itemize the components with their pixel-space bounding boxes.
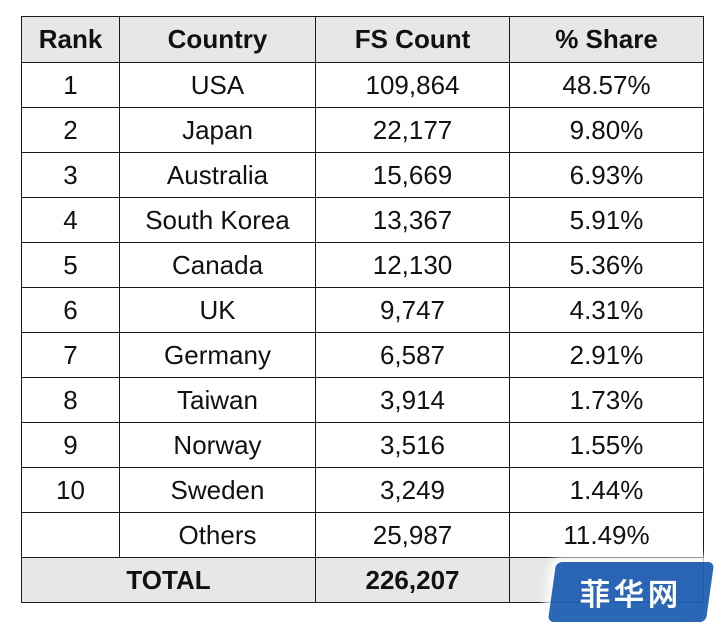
cell-fs-count: 15,669 [315,152,510,198]
header-fs-count: FS Count [315,16,510,63]
header-share: % Share [509,16,704,63]
cell-country: Canada [119,242,316,288]
cell-country: Norway [119,422,316,468]
table-row: 1 USA 109,864 48.57% [21,62,704,108]
table-body: 1 USA 109,864 48.57% 2 Japan 22,177 9.80… [21,62,704,558]
cell-rank: 5 [21,242,120,288]
cell-rank: 8 [21,377,120,423]
cell-rank: 1 [21,62,120,108]
site-watermark-logo: 菲华网 [547,562,715,622]
cell-share: 2.91% [509,332,704,378]
cell-rank: 2 [21,107,120,153]
cell-rank: 9 [21,422,120,468]
cell-country: Others [119,512,316,558]
total-fs-count: 226,207 [315,557,510,603]
total-label: TOTAL [21,557,316,603]
cell-fs-count: 3,249 [315,467,510,513]
cell-rank: 3 [21,152,120,198]
header-country: Country [119,16,316,63]
cell-share: 11.49% [509,512,704,558]
cell-fs-count: 6,587 [315,332,510,378]
cell-share: 48.57% [509,62,704,108]
cell-country: UK [119,287,316,333]
cell-share: 5.36% [509,242,704,288]
table-row: 8 Taiwan 3,914 1.73% [21,377,704,423]
cell-rank [21,512,120,558]
header-rank: Rank [21,16,120,63]
cell-country: USA [119,62,316,108]
cell-rank: 10 [21,467,120,513]
cell-share: 6.93% [509,152,704,198]
cell-fs-count: 3,914 [315,377,510,423]
fs-count-table: Rank Country FS Count % Share 1 USA 109,… [21,16,704,603]
cell-share: 1.73% [509,377,704,423]
table-row: 5 Canada 12,130 5.36% [21,242,704,288]
cell-country: Taiwan [119,377,316,423]
cell-rank: 7 [21,332,120,378]
fs-count-table-container: Rank Country FS Count % Share 1 USA 109,… [21,16,704,603]
watermark-text: 菲华网 [580,578,682,613]
cell-rank: 4 [21,197,120,243]
cell-fs-count: 3,516 [315,422,510,468]
table-row: 4 South Korea 13,367 5.91% [21,197,704,243]
cell-fs-count: 9,747 [315,287,510,333]
cell-fs-count: 13,367 [315,197,510,243]
table-row: 2 Japan 22,177 9.80% [21,107,704,153]
cell-country: Sweden [119,467,316,513]
cell-country: Germany [119,332,316,378]
cell-fs-count: 109,864 [315,62,510,108]
table-row: 10 Sweden 3,249 1.44% [21,467,704,513]
cell-rank: 6 [21,287,120,333]
cell-fs-count: 25,987 [315,512,510,558]
cell-fs-count: 12,130 [315,242,510,288]
table-row: 7 Germany 6,587 2.91% [21,332,704,378]
cell-country: Japan [119,107,316,153]
table-header: Rank Country FS Count % Share [21,16,704,63]
cell-share: 5.91% [509,197,704,243]
cell-share: 9.80% [509,107,704,153]
table-row: 3 Australia 15,669 6.93% [21,152,704,198]
cell-share: 1.55% [509,422,704,468]
header-row: Rank Country FS Count % Share [21,16,704,63]
cell-country: Australia [119,152,316,198]
table-row: Others 25,987 11.49% [21,512,704,558]
table-row: 9 Norway 3,516 1.55% [21,422,704,468]
cell-fs-count: 22,177 [315,107,510,153]
cell-share: 4.31% [509,287,704,333]
cell-country: South Korea [119,197,316,243]
table-row: 6 UK 9,747 4.31% [21,287,704,333]
cell-share: 1.44% [509,467,704,513]
